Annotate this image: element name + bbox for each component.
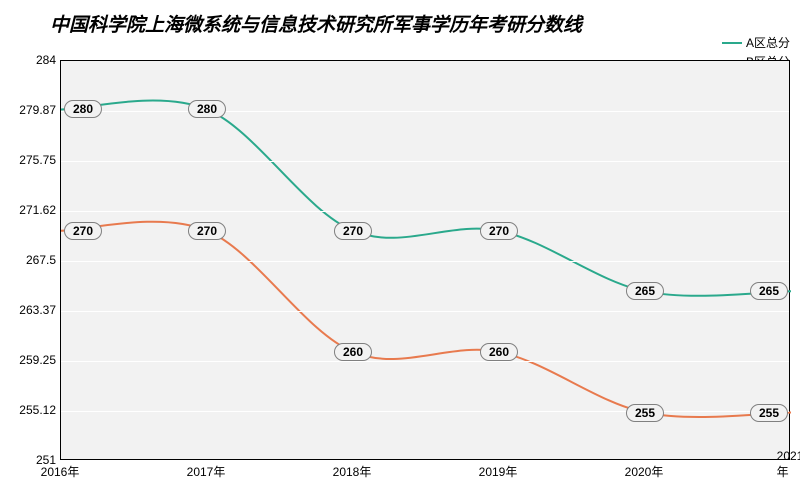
plot-area: 280 280 270 270 265 265 270 270 260 260 255 255 — [60, 60, 790, 460]
data-label: 270 — [334, 222, 372, 240]
y-tick-label: 279.87 — [6, 103, 56, 117]
y-tick-label: 255.12 — [6, 403, 56, 417]
x-tick-label: 2021年 — [777, 449, 800, 480]
data-label: 270 — [188, 222, 226, 240]
y-tick-label: 259.25 — [6, 353, 56, 367]
data-label: 265 — [626, 282, 664, 300]
x-tick-label: 2019年 — [479, 463, 518, 480]
data-label: 280 — [188, 100, 226, 118]
data-label: 255 — [626, 404, 664, 422]
data-label: 270 — [64, 222, 102, 240]
data-label: 260 — [480, 343, 518, 361]
data-label: 255 — [750, 404, 788, 422]
chart-container: 中国科学院上海微系统与信息技术研究所军事学历年考研分数线 A区总分 B区总分 2… — [0, 0, 800, 500]
grid-line — [61, 311, 789, 312]
y-tick-label: 275.75 — [6, 153, 56, 167]
legend-item-a: A区总分 — [722, 34, 790, 51]
x-tick-label: 2016年 — [41, 463, 80, 480]
grid-line — [61, 211, 789, 212]
legend-swatch-a — [722, 42, 742, 44]
series-line — [61, 101, 791, 296]
y-tick-label: 263.37 — [6, 303, 56, 317]
grid-line — [61, 111, 789, 112]
grid-line — [61, 411, 789, 412]
chart-title: 中国科学院上海微系统与信息技术研究所军事学历年考研分数线 — [50, 10, 582, 37]
y-tick-label: 267.5 — [6, 253, 56, 267]
data-label: 270 — [480, 222, 518, 240]
x-tick-label: 2017年 — [187, 463, 226, 480]
grid-line — [61, 261, 789, 262]
x-tick-label: 2018年 — [333, 463, 372, 480]
y-tick-label: 284 — [6, 53, 56, 67]
chart-svg — [61, 61, 789, 459]
data-label: 280 — [64, 100, 102, 118]
legend-label-a: A区总分 — [746, 34, 790, 51]
data-label: 265 — [750, 282, 788, 300]
grid-line — [61, 361, 789, 362]
y-tick-label: 271.62 — [6, 203, 56, 217]
grid-line — [61, 161, 789, 162]
x-tick-label: 2020年 — [625, 463, 664, 480]
series-line — [61, 222, 791, 417]
data-label: 260 — [334, 343, 372, 361]
